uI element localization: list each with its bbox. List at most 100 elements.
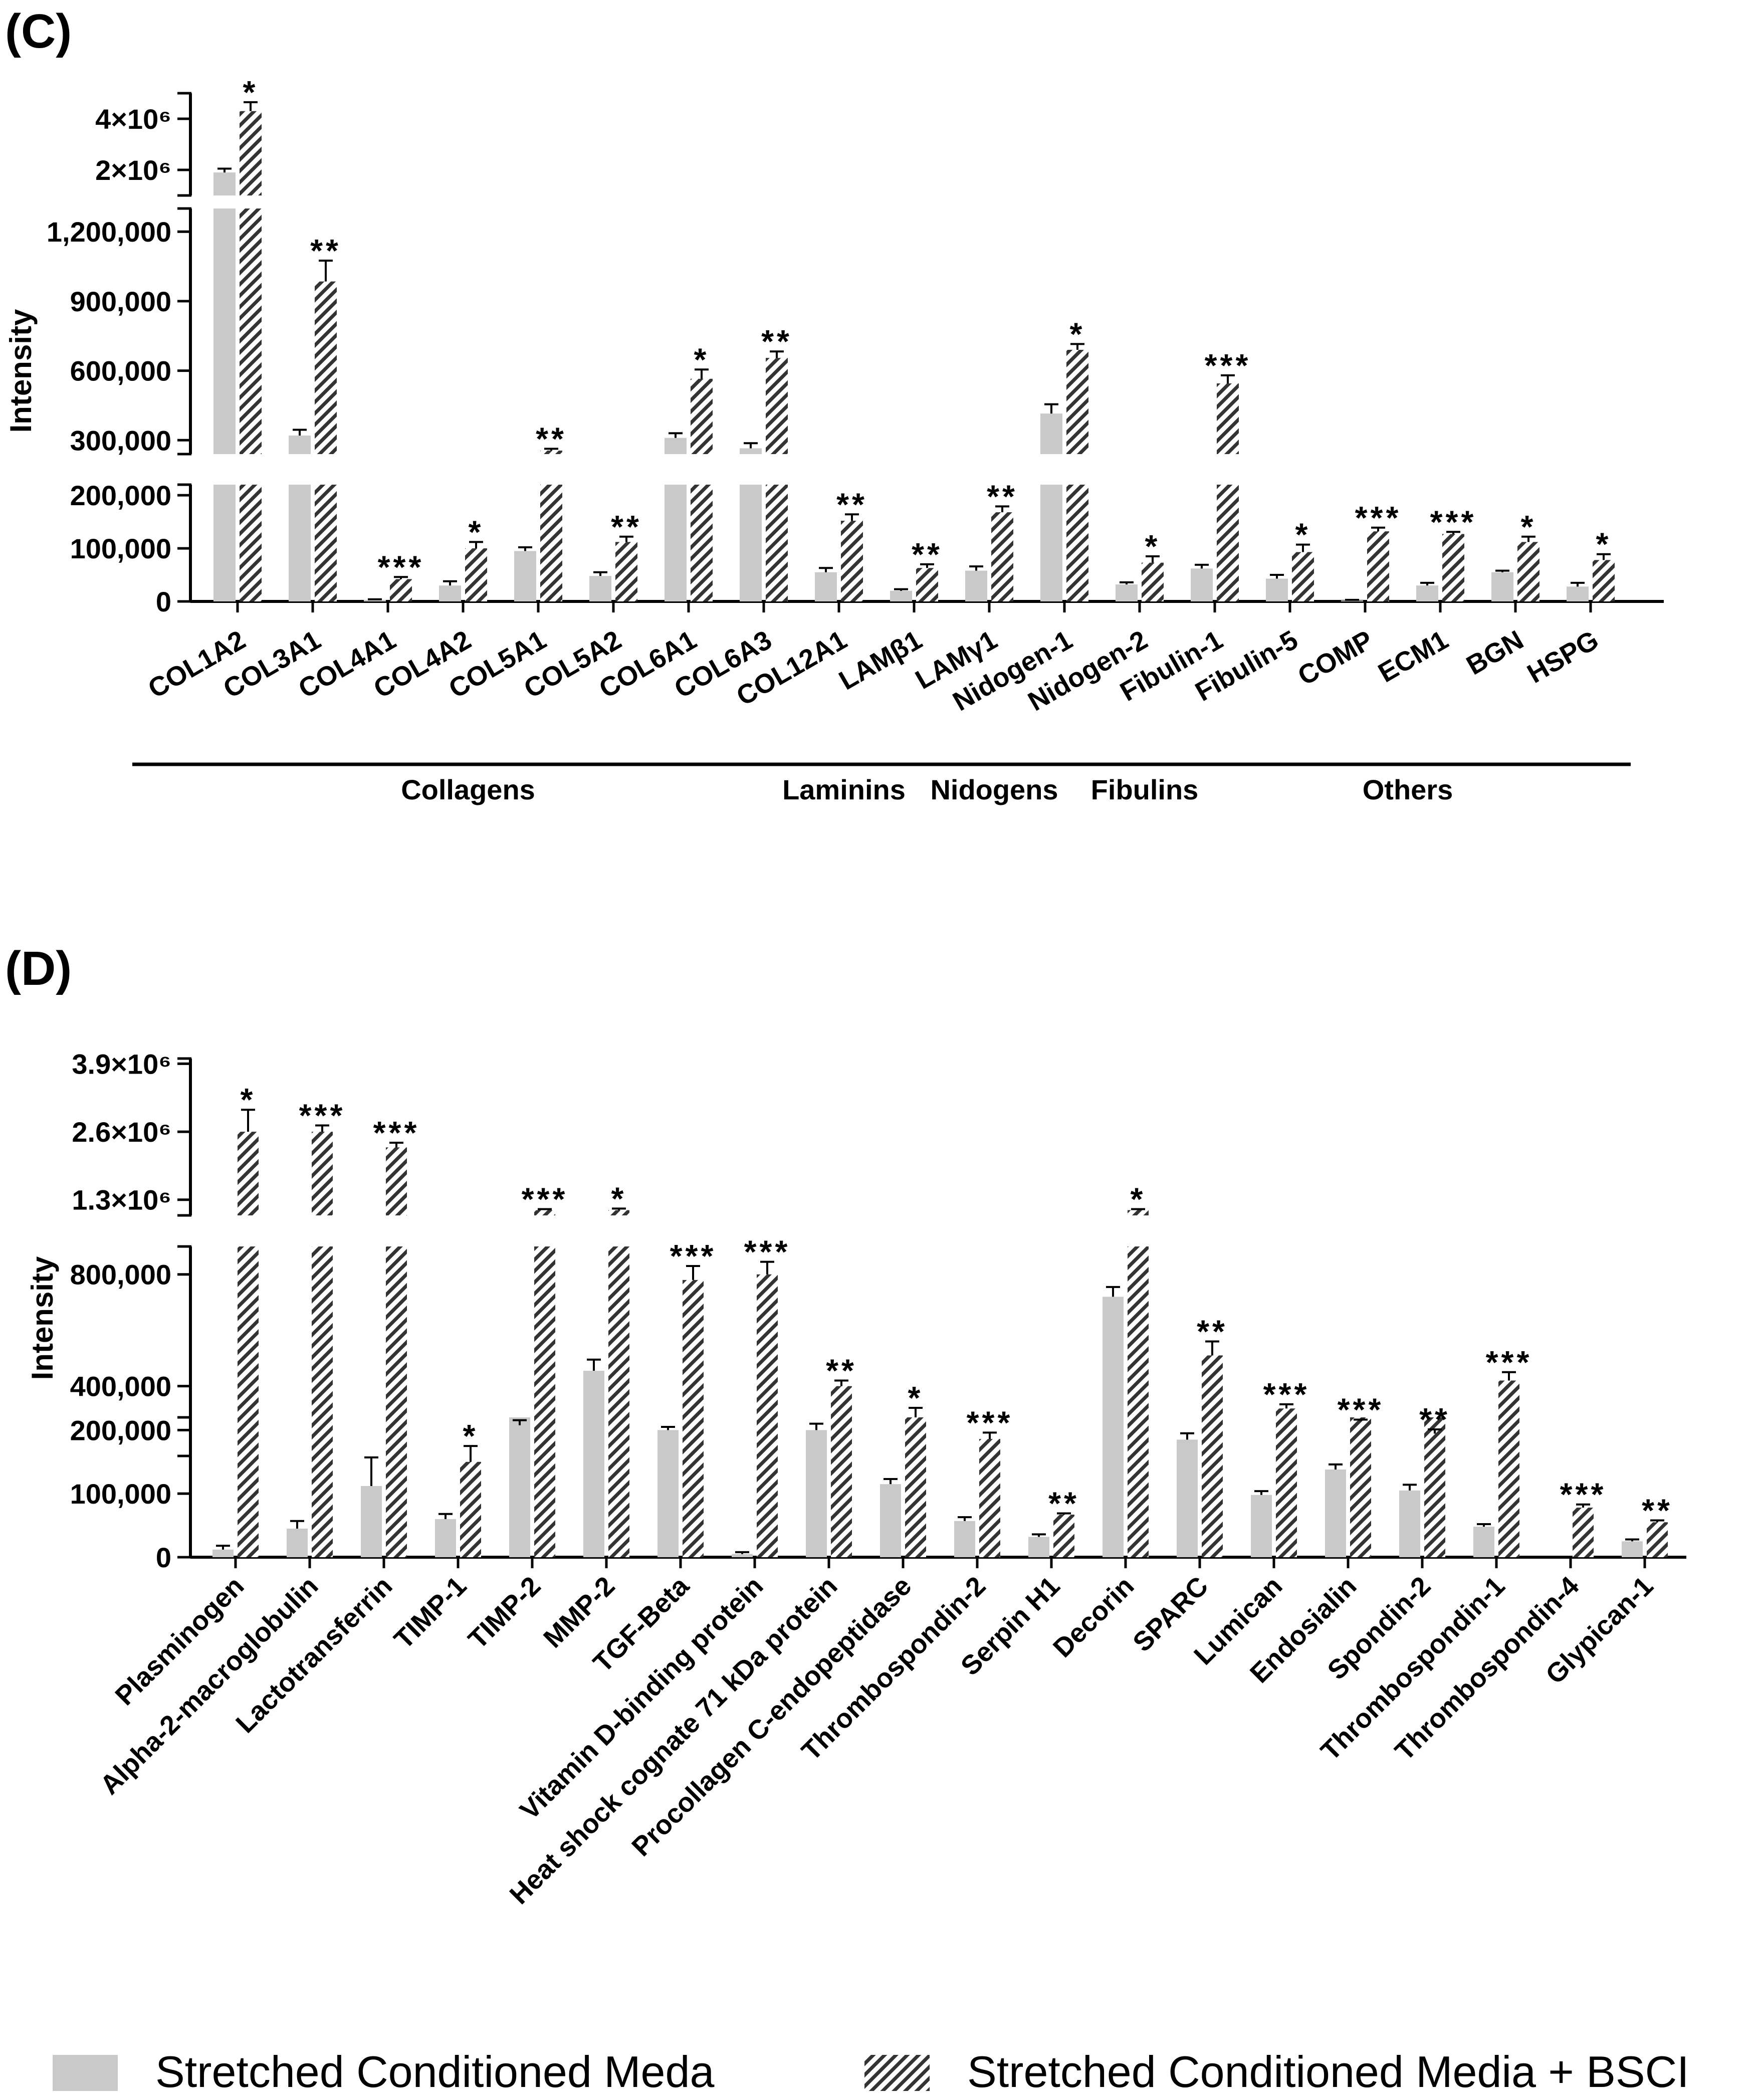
category-label-decorin: Decorin bbox=[1047, 1571, 1140, 1663]
bar-series1-col6a1 bbox=[665, 438, 687, 454]
y-tick-label: 2×10⁶ bbox=[95, 154, 171, 186]
significance-marker: *** bbox=[744, 1234, 791, 1270]
panel-d: (D) 0 100,000 200,000 400,000 800,000 1.3×10⁶ 2… bbox=[5, 942, 1686, 1910]
bar-series1-nidogen-1 bbox=[1040, 485, 1062, 601]
significance-marker: ** bbox=[1419, 1401, 1450, 1437]
bar-series2-spondin-2 bbox=[1424, 1433, 1445, 1456]
bar-series1-timp-1 bbox=[435, 1519, 456, 1557]
bar-series2-col6a3 bbox=[766, 358, 788, 454]
significance-marker: * bbox=[241, 1082, 256, 1118]
bar-series1-col4a2 bbox=[439, 585, 461, 601]
significance-marker: ** bbox=[1197, 1313, 1228, 1349]
bar-series1-fibulin-5 bbox=[1266, 578, 1288, 601]
bar-series1-timp-2 bbox=[509, 1425, 530, 1456]
significance-marker: *** bbox=[1338, 1392, 1384, 1428]
significance-marker: ** bbox=[1048, 1485, 1079, 1521]
bar-series1-nidogen-1 bbox=[1040, 413, 1062, 454]
panel-label-c: (C) bbox=[5, 5, 72, 58]
bar-series2-hspg bbox=[1593, 560, 1615, 601]
y-tick-label: 1,200,000 bbox=[47, 216, 171, 248]
bar-series2-nidogen-1 bbox=[1066, 485, 1088, 601]
significance-marker: * bbox=[1295, 517, 1311, 553]
bar-series2-tgf-beta bbox=[683, 1280, 704, 1456]
bar-series2-sparc bbox=[1202, 1355, 1223, 1456]
significance-marker: * bbox=[1131, 1181, 1146, 1217]
bar-series1-col4a1 bbox=[364, 599, 386, 601]
legend-swatch-1 bbox=[53, 2055, 118, 2091]
y-tick-label: 400,000 bbox=[70, 1371, 171, 1402]
bar-series1-nidogen-2 bbox=[1116, 584, 1138, 601]
significance-marker: ** bbox=[611, 509, 642, 545]
bar-series2-timp-1 bbox=[460, 1461, 481, 1557]
significance-marker: *** bbox=[378, 549, 424, 585]
bar-series1-col3a1 bbox=[289, 436, 311, 454]
bar-series1-thrombospondin-2 bbox=[954, 1521, 975, 1557]
significance-marker: * bbox=[1070, 316, 1085, 352]
significance-marker: *** bbox=[522, 1181, 568, 1217]
bar-series1-plasminogen bbox=[212, 1549, 234, 1557]
bar-series2-glypican-1 bbox=[1647, 1522, 1668, 1557]
significance-marker: * bbox=[908, 1380, 924, 1416]
significance-marker: * bbox=[1145, 528, 1161, 564]
bar-series2-col4a2 bbox=[465, 548, 487, 601]
bar-series2-col1a2 bbox=[240, 111, 262, 195]
significance-marker: * bbox=[469, 514, 484, 550]
panel-label-d: (D) bbox=[5, 942, 72, 995]
bar-series2-thrombospondin-4 bbox=[1573, 1508, 1594, 1557]
significance-marker: *** bbox=[1486, 1344, 1532, 1380]
category-label-hspg: HSPG bbox=[1522, 624, 1604, 689]
bar-series2-plasminogen bbox=[238, 1246, 259, 1456]
bar-series2-lactotransferrin bbox=[386, 1246, 407, 1456]
bar-series2-heat-shock-cognate-71-kda-protein bbox=[831, 1386, 852, 1456]
significance-marker: ** bbox=[761, 323, 792, 359]
significance-marker: ** bbox=[310, 233, 341, 269]
bar-series1-col1a2 bbox=[213, 208, 236, 454]
bar-series2-col5a1 bbox=[540, 485, 562, 601]
bar-series2-col3a1 bbox=[315, 485, 337, 601]
bar-series2-col6a1 bbox=[691, 378, 713, 454]
bar-series2-alpha-2-macroglobulin bbox=[312, 1246, 333, 1456]
significance-marker: ** bbox=[826, 1353, 857, 1389]
significance-marker: * bbox=[611, 1180, 627, 1216]
y-axis-label: Intensity bbox=[4, 309, 38, 433]
category-label-timp-2: TIMP-2 bbox=[463, 1571, 547, 1655]
bar-series1-lam-1 bbox=[890, 590, 912, 601]
bar-series2-alpha-2-macroglobulin bbox=[312, 1132, 333, 1215]
bar-series1-mmp-2 bbox=[583, 1371, 604, 1456]
bar-series2-ecm1 bbox=[1442, 534, 1464, 601]
significance-marker: * bbox=[243, 74, 259, 110]
bar-series1-col6a3 bbox=[740, 448, 762, 454]
group-label-others: Others bbox=[1363, 774, 1453, 805]
significance-marker: *** bbox=[1355, 500, 1402, 536]
bar-series1-col6a3 bbox=[740, 485, 762, 601]
bar-series1-decorin bbox=[1103, 1297, 1124, 1456]
y-tick-label: 200,000 bbox=[70, 1414, 171, 1446]
bar-series1-alpha-2-macroglobulin bbox=[287, 1528, 308, 1557]
bar-series2-col3a1 bbox=[315, 281, 337, 454]
bar-series1-procollagen-c-endopeptidase bbox=[880, 1484, 901, 1557]
significance-marker: *** bbox=[1560, 1477, 1607, 1513]
bar-series2-lam-1 bbox=[916, 568, 938, 601]
significance-marker: * bbox=[694, 341, 710, 377]
y-tick-label: 300,000 bbox=[70, 425, 171, 456]
bar-series2-col1a2 bbox=[240, 208, 262, 454]
bar-series2-col4a1 bbox=[390, 579, 412, 601]
significance-marker: ** bbox=[912, 536, 943, 572]
bar-series2-vitamin-d-binding-protein bbox=[757, 1274, 778, 1456]
bar-series2-serpin-h1 bbox=[1053, 1515, 1074, 1557]
category-label-comp: COMP bbox=[1293, 624, 1378, 691]
bar-series1-col12a1 bbox=[815, 572, 837, 601]
bar-series2-col5a2 bbox=[615, 542, 637, 601]
bar-series2-mmp-2 bbox=[608, 1246, 629, 1456]
category-label-timp-1: TIMP-1 bbox=[388, 1571, 473, 1655]
y-tick-label: 100,000 bbox=[70, 1478, 171, 1510]
bar-series1-col1a2 bbox=[213, 172, 236, 195]
bar-series2-timp-2 bbox=[534, 1210, 555, 1215]
significance-marker: *** bbox=[1263, 1376, 1310, 1412]
significance-marker: ** bbox=[836, 486, 867, 522]
legend-label-2: Stretched Conditioned Media + BSCI bbox=[967, 2047, 1689, 2096]
bar-series2-lactotransferrin bbox=[386, 1147, 407, 1215]
bar-series2-mmp-2 bbox=[608, 1210, 629, 1215]
bar-series2-decorin bbox=[1128, 1210, 1149, 1215]
